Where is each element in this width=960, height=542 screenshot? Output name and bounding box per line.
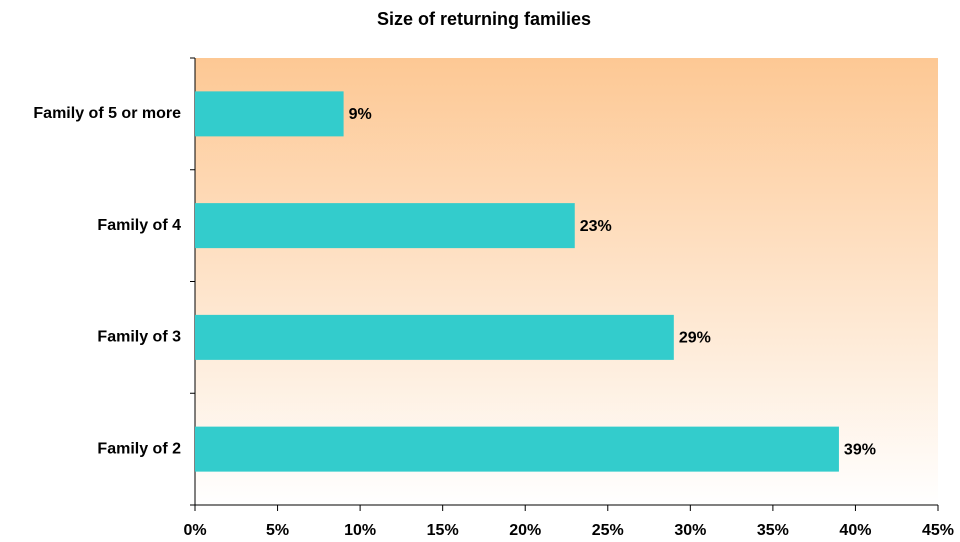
y-tick-label: Family of 5 or more [33,105,181,122]
x-tick-label: 0% [183,522,206,539]
value-label: 9% [349,106,372,123]
value-label: 23% [580,218,612,235]
x-tick-label: 20% [509,522,541,539]
bar [195,203,575,249]
y-tick-label: Family of 4 [97,217,181,234]
y-tick-label: Family of 2 [97,440,181,457]
x-tick-label: 25% [592,522,624,539]
bar [195,314,674,360]
value-label: 29% [679,330,711,347]
bar [195,91,344,137]
x-tick-label: 10% [344,522,376,539]
x-tick-label: 40% [839,522,871,539]
y-tick-label: Family of 3 [97,329,181,346]
x-tick-label: 5% [266,522,289,539]
bar [195,426,839,472]
x-tick-label: 15% [427,522,459,539]
x-tick-label: 35% [757,522,789,539]
x-tick-label: 45% [922,522,954,539]
chart-title: Size of returning families [377,9,591,29]
value-label: 39% [844,441,876,458]
x-tick-label: 30% [674,522,706,539]
